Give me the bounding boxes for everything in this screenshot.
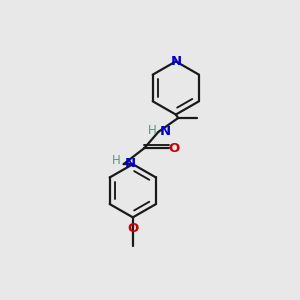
Text: N: N	[170, 55, 182, 68]
Text: N: N	[125, 157, 136, 169]
Text: H: H	[148, 124, 157, 136]
Text: O: O	[127, 222, 138, 236]
Text: N: N	[160, 125, 171, 138]
Text: O: O	[168, 142, 180, 154]
Text: H: H	[112, 154, 121, 167]
